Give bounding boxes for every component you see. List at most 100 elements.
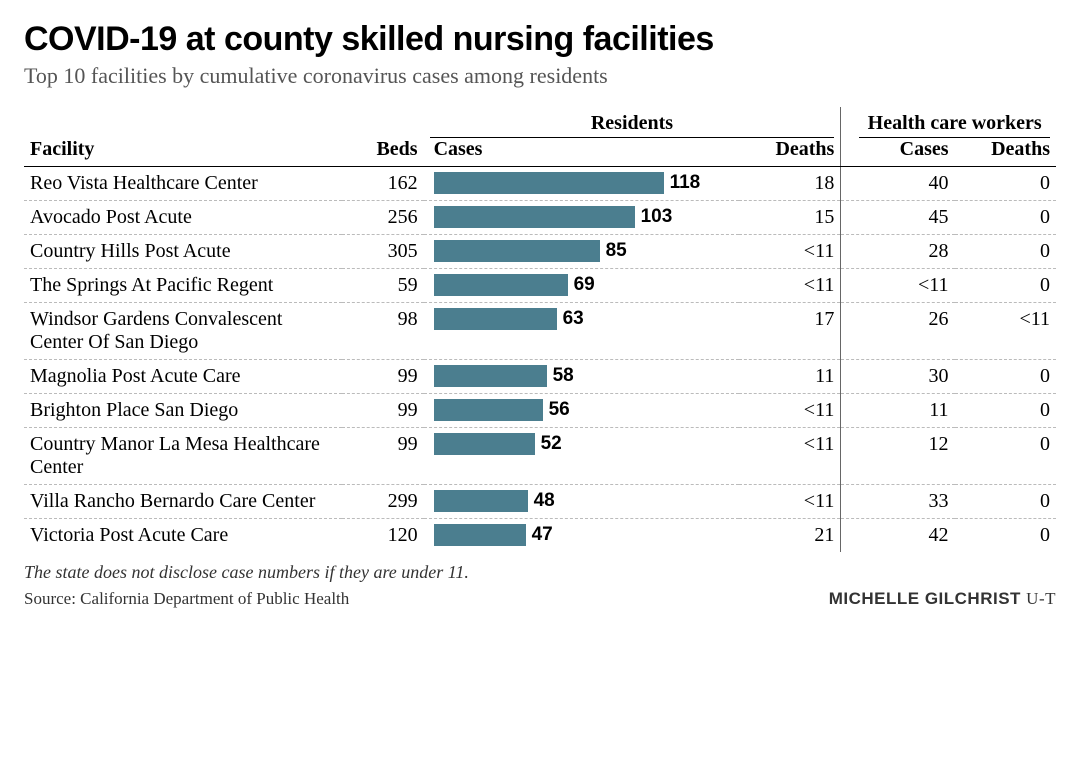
cases-bar (434, 308, 557, 330)
table-row: Villa Rancho Bernardo Care Center299 48 <1… (24, 485, 1056, 519)
beds-value: 256 (342, 201, 423, 235)
col-facility: Facility (24, 138, 342, 167)
facility-name: Victoria Post Acute Care (24, 519, 342, 553)
beds-value: 59 (342, 269, 423, 303)
chart-subtitle: Top 10 facilities by cumulative coronavi… (24, 63, 1056, 89)
cases-bar (434, 490, 528, 512)
cases-value: 118 (670, 172, 701, 194)
col-deaths: Deaths (739, 138, 841, 167)
hc-deaths-value: 0 (955, 428, 1056, 485)
deaths-value: 17 (739, 303, 841, 360)
hc-cases-value: 33 (841, 485, 955, 519)
cases-bar-cell: 103 (424, 201, 739, 235)
table-row: Country Manor La Mesa Healthcare Center9… (24, 428, 1056, 485)
beds-value: 99 (342, 360, 423, 394)
hcw-group-header: Health care workers (841, 107, 1056, 138)
cases-bar (434, 206, 635, 228)
residents-group-header: Residents (424, 107, 841, 138)
beds-value: 99 (342, 394, 423, 428)
cases-value: 103 (641, 206, 673, 228)
table-row: Magnolia Post Acute Care99 58 11300 (24, 360, 1056, 394)
cases-bar (434, 172, 664, 194)
cases-value: 47 (532, 524, 553, 546)
hc-deaths-value: 0 (955, 201, 1056, 235)
table-row: Windsor Gardens Convalescent Center Of S… (24, 303, 1056, 360)
hc-cases-value: 42 (841, 519, 955, 553)
hc-deaths-value: <11 (955, 303, 1056, 360)
facility-name: Country Hills Post Acute (24, 235, 342, 269)
facility-name: Country Manor La Mesa Healthcare Center (24, 428, 342, 485)
footnote: The state does not disclose case numbers… (24, 562, 1056, 583)
hc-deaths-value: 0 (955, 394, 1056, 428)
cases-bar-cell: 52 (424, 428, 739, 485)
deaths-value: 21 (739, 519, 841, 553)
hc-deaths-value: 0 (955, 235, 1056, 269)
cases-bar-cell: 47 (424, 519, 739, 553)
col-hc-cases: Cases (841, 138, 955, 167)
hc-cases-value: 40 (841, 167, 955, 201)
cases-value: 63 (563, 308, 584, 330)
beds-value: 162 (342, 167, 423, 201)
cases-value: 58 (553, 365, 574, 387)
facility-name: Villa Rancho Bernardo Care Center (24, 485, 342, 519)
deaths-value: <11 (739, 235, 841, 269)
hc-cases-value: 45 (841, 201, 955, 235)
cases-bar-cell: 85 (424, 235, 739, 269)
table-row: Country Hills Post Acute30585<11280 (24, 235, 1056, 269)
cases-bar-cell: 69 (424, 269, 739, 303)
beds-value: 305 (342, 235, 423, 269)
byline: MICHELLE GILCHRIST U-T (829, 589, 1056, 609)
hc-cases-value: 30 (841, 360, 955, 394)
beds-value: 98 (342, 303, 423, 360)
facility-name: Magnolia Post Acute Care (24, 360, 342, 394)
cases-value: 48 (534, 490, 555, 512)
cases-bar (434, 524, 526, 546)
facility-name: Reo Vista Healthcare Center (24, 167, 342, 201)
chart-title: COVID-19 at county skilled nursing facil… (24, 20, 1056, 59)
table-row: Victoria Post Acute Care120 47 21420 (24, 519, 1056, 553)
beds-value: 299 (342, 485, 423, 519)
cases-value: 52 (541, 433, 562, 455)
cases-bar (434, 240, 600, 262)
hc-cases-value: 11 (841, 394, 955, 428)
cases-bar (434, 433, 535, 455)
cases-value: 69 (574, 274, 595, 296)
deaths-value: 18 (739, 167, 841, 201)
cases-bar-cell: 48 (424, 485, 739, 519)
cases-bar (434, 365, 547, 387)
col-hc-deaths: Deaths (955, 138, 1056, 167)
data-table: Residents Health care workers Facility B… (24, 107, 1056, 552)
facility-name: Windsor Gardens Convalescent Center Of S… (24, 303, 342, 360)
hc-cases-value: 12 (841, 428, 955, 485)
facility-name: The Springs At Pacific Regent (24, 269, 342, 303)
col-cases: Cases (424, 138, 739, 167)
beds-value: 99 (342, 428, 423, 485)
table-row: Brighton Place San Diego9956<11110 (24, 394, 1056, 428)
cases-bar (434, 274, 568, 296)
cases-bar (434, 399, 543, 421)
cases-bar-cell: 58 (424, 360, 739, 394)
hc-cases-value: <11 (841, 269, 955, 303)
hc-deaths-value: 0 (955, 519, 1056, 553)
source-line: Source: California Department of Public … (24, 589, 349, 609)
table-row: Avocado Post Acute256 103 15450 (24, 201, 1056, 235)
facility-name: Brighton Place San Diego (24, 394, 342, 428)
col-beds: Beds (342, 138, 423, 167)
cases-bar-cell: 56 (424, 394, 739, 428)
hc-deaths-value: 0 (955, 360, 1056, 394)
hc-deaths-value: 0 (955, 485, 1056, 519)
deaths-value: <11 (739, 269, 841, 303)
cases-value: 56 (549, 399, 570, 421)
table-row: Reo Vista Healthcare Center162 118 18400 (24, 167, 1056, 201)
deaths-value: 15 (739, 201, 841, 235)
beds-value: 120 (342, 519, 423, 553)
hc-cases-value: 28 (841, 235, 955, 269)
deaths-value: <11 (739, 485, 841, 519)
facility-name: Avocado Post Acute (24, 201, 342, 235)
deaths-value: 11 (739, 360, 841, 394)
cases-bar-cell: 118 (424, 167, 739, 201)
hc-deaths-value: 0 (955, 167, 1056, 201)
cases-bar-cell: 63 (424, 303, 739, 360)
hc-cases-value: 26 (841, 303, 955, 360)
table-row: The Springs At Pacific Regent5969<11<110 (24, 269, 1056, 303)
